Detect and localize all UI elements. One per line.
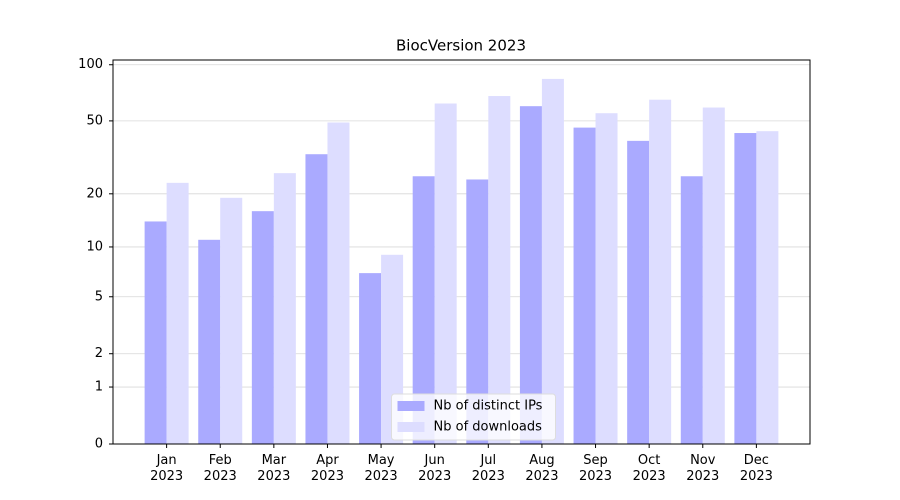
bar [756, 131, 779, 444]
bar [166, 182, 189, 444]
bar [359, 273, 382, 444]
bar [220, 197, 243, 444]
legend-label: Nb of downloads [434, 420, 543, 435]
x-tick-label: Jul 2023 [471, 453, 505, 484]
legend-swatch [397, 422, 425, 432]
y-tick-label: 5 [95, 289, 103, 304]
bar [519, 106, 542, 445]
x-tick-label: Nov 2023 [686, 453, 720, 484]
bar [488, 96, 511, 444]
bar [541, 78, 564, 445]
bar [680, 176, 703, 445]
bar [198, 239, 221, 444]
bar [595, 113, 618, 445]
y-tick-label: 0 [95, 437, 103, 452]
bar [144, 221, 167, 444]
legend-box [391, 393, 556, 441]
legend-label: Nb of distinct IPs [434, 399, 543, 414]
bar [466, 179, 489, 444]
x-tick-label: Dec 2023 [739, 453, 773, 484]
x-tick-label: Jun 2023 [418, 453, 452, 484]
x-tick-label: Feb 2023 [203, 453, 237, 484]
y-tick-label: 100 [78, 57, 103, 72]
bar [573, 127, 596, 444]
y-tick-label: 10 [86, 239, 103, 254]
x-tick-label: Oct 2023 [632, 453, 666, 484]
x-tick-label: Mar 2023 [257, 453, 291, 484]
legend: Nb of distinct IPs Nb of downloads [391, 393, 556, 441]
bar [702, 107, 725, 445]
bar [649, 99, 672, 444]
y-tick-label: 1 [95, 380, 103, 395]
x-tick-label: Sep 2023 [578, 453, 613, 484]
bar [327, 122, 350, 444]
bar [734, 133, 757, 444]
bar [305, 154, 328, 444]
chart-title: BiocVersion 2023 [396, 37, 526, 55]
x-tick-label: Aug 2023 [525, 453, 559, 484]
y-tick-label: 2 [95, 346, 103, 361]
x-tick-label: May 2023 [364, 453, 398, 484]
bar [627, 140, 650, 444]
y-tick-label: 20 [86, 186, 103, 201]
y-tick-label: 50 [86, 113, 103, 128]
x-tick-label: Jan 2023 [150, 453, 184, 484]
bar [273, 173, 296, 444]
x-tick-label: Apr 2023 [310, 453, 344, 484]
bar [412, 176, 435, 445]
bar [434, 103, 457, 444]
bar [251, 211, 274, 444]
legend-swatch [397, 401, 425, 411]
plot-frame [112, 59, 811, 445]
